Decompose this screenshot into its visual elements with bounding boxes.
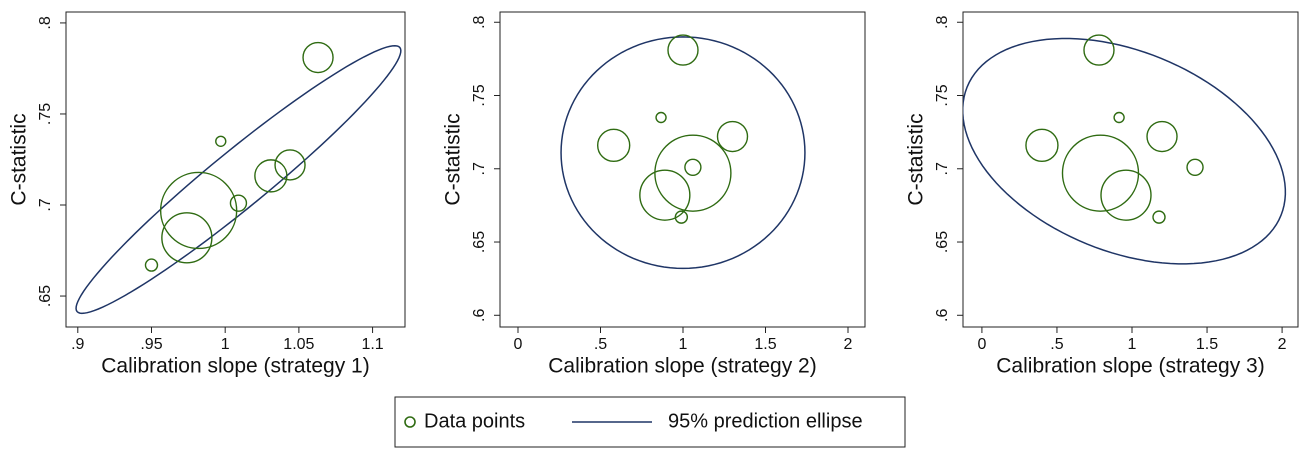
- prediction-ellipse: [75, 44, 402, 315]
- data-point: [1113, 111, 1125, 124]
- data-point: [654, 134, 732, 212]
- legend-label: Data points: [424, 410, 525, 432]
- x-tick-label: 2: [844, 336, 853, 353]
- x-tick-label: 1: [221, 336, 230, 353]
- data-point: [1083, 34, 1115, 66]
- x-tick-label: 1: [1128, 336, 1137, 353]
- x-tick-label: .9: [71, 336, 84, 353]
- x-tick-label: 1: [679, 336, 688, 353]
- plot-frame: [962, 11, 1299, 328]
- data-point: [1186, 158, 1204, 177]
- data-point: [639, 169, 691, 221]
- data-point: [655, 111, 667, 124]
- data-point: [596, 128, 631, 163]
- x-tick-label: 1.5: [754, 336, 776, 353]
- y-tick-label: .6: [934, 309, 951, 322]
- y-tick-label: .75: [37, 103, 54, 125]
- data-point: [229, 194, 248, 212]
- x-axis-title: Calibration slope (strategy 1): [101, 355, 369, 378]
- x-tick-label: 0: [514, 336, 523, 353]
- y-axis-title: C-statistic: [8, 113, 31, 205]
- x-axis-title: Calibration slope (strategy 3): [996, 355, 1264, 378]
- legend-label: 95% prediction ellipse: [668, 410, 863, 432]
- x-tick-label: .5: [594, 336, 607, 353]
- y-tick-label: .65: [471, 231, 488, 253]
- data-point: [674, 210, 689, 224]
- data-point: [144, 258, 159, 272]
- data-point: [1061, 134, 1140, 212]
- y-tick-label: .75: [934, 84, 951, 106]
- plot-frame: [499, 11, 866, 328]
- plot-frame: [65, 11, 406, 328]
- x-tick-label: 0: [977, 336, 986, 353]
- x-tick-label: .5: [1050, 336, 1063, 353]
- y-tick-label: .65: [37, 285, 54, 307]
- data-point: [1100, 169, 1152, 221]
- y-axis-title: C-statistic: [442, 113, 465, 205]
- data-point: [215, 135, 227, 147]
- x-tick-label: .95: [140, 336, 162, 353]
- data-point: [1152, 210, 1166, 224]
- y-tick-label: .7: [934, 162, 951, 175]
- panel: 0 .5 1 1.5 2 .6 .65 .7 .75 .8 Calibration slope (s…: [442, 11, 866, 378]
- data-point: [1025, 128, 1059, 163]
- legend-marker: [404, 416, 416, 428]
- y-tick-label: .65: [934, 231, 951, 253]
- y-tick-label: .7: [471, 162, 488, 175]
- data-point: [716, 120, 749, 153]
- data-point: [274, 149, 306, 181]
- y-tick-label: .8: [934, 15, 951, 28]
- x-tick-label: 2: [1278, 336, 1287, 353]
- y-axis-title: C-statistic: [905, 113, 928, 205]
- y-tick-label: .6: [471, 309, 488, 322]
- data-point: [1146, 120, 1178, 153]
- y-tick-label: .8: [471, 15, 488, 28]
- x-tick-label: 1.1: [361, 336, 383, 353]
- panel: 0 .5 1 1.5 2 .6 .65 .7 .75 .8 Calibration slope (s…: [905, 11, 1299, 378]
- data-point: [302, 41, 334, 74]
- data-point: [254, 159, 288, 193]
- x-tick-label: 1.05: [283, 336, 314, 353]
- data-point: [667, 34, 699, 66]
- data-point: [684, 158, 702, 177]
- x-axis-title: Calibration slope (strategy 2): [548, 355, 816, 378]
- data-point: [161, 212, 213, 264]
- x-tick-label: 1.5: [1196, 336, 1218, 353]
- data-point: [159, 171, 238, 250]
- y-tick-label: .75: [471, 84, 488, 106]
- prediction-ellipse: [560, 36, 806, 270]
- y-tick-label: .7: [37, 198, 54, 211]
- panel: .9 .95 1 1.05 1.1 .65 .7 .75 .8 Calibration slope…: [8, 11, 406, 378]
- y-tick-label: .8: [37, 16, 54, 29]
- prediction-ellipse: [963, 37, 1287, 265]
